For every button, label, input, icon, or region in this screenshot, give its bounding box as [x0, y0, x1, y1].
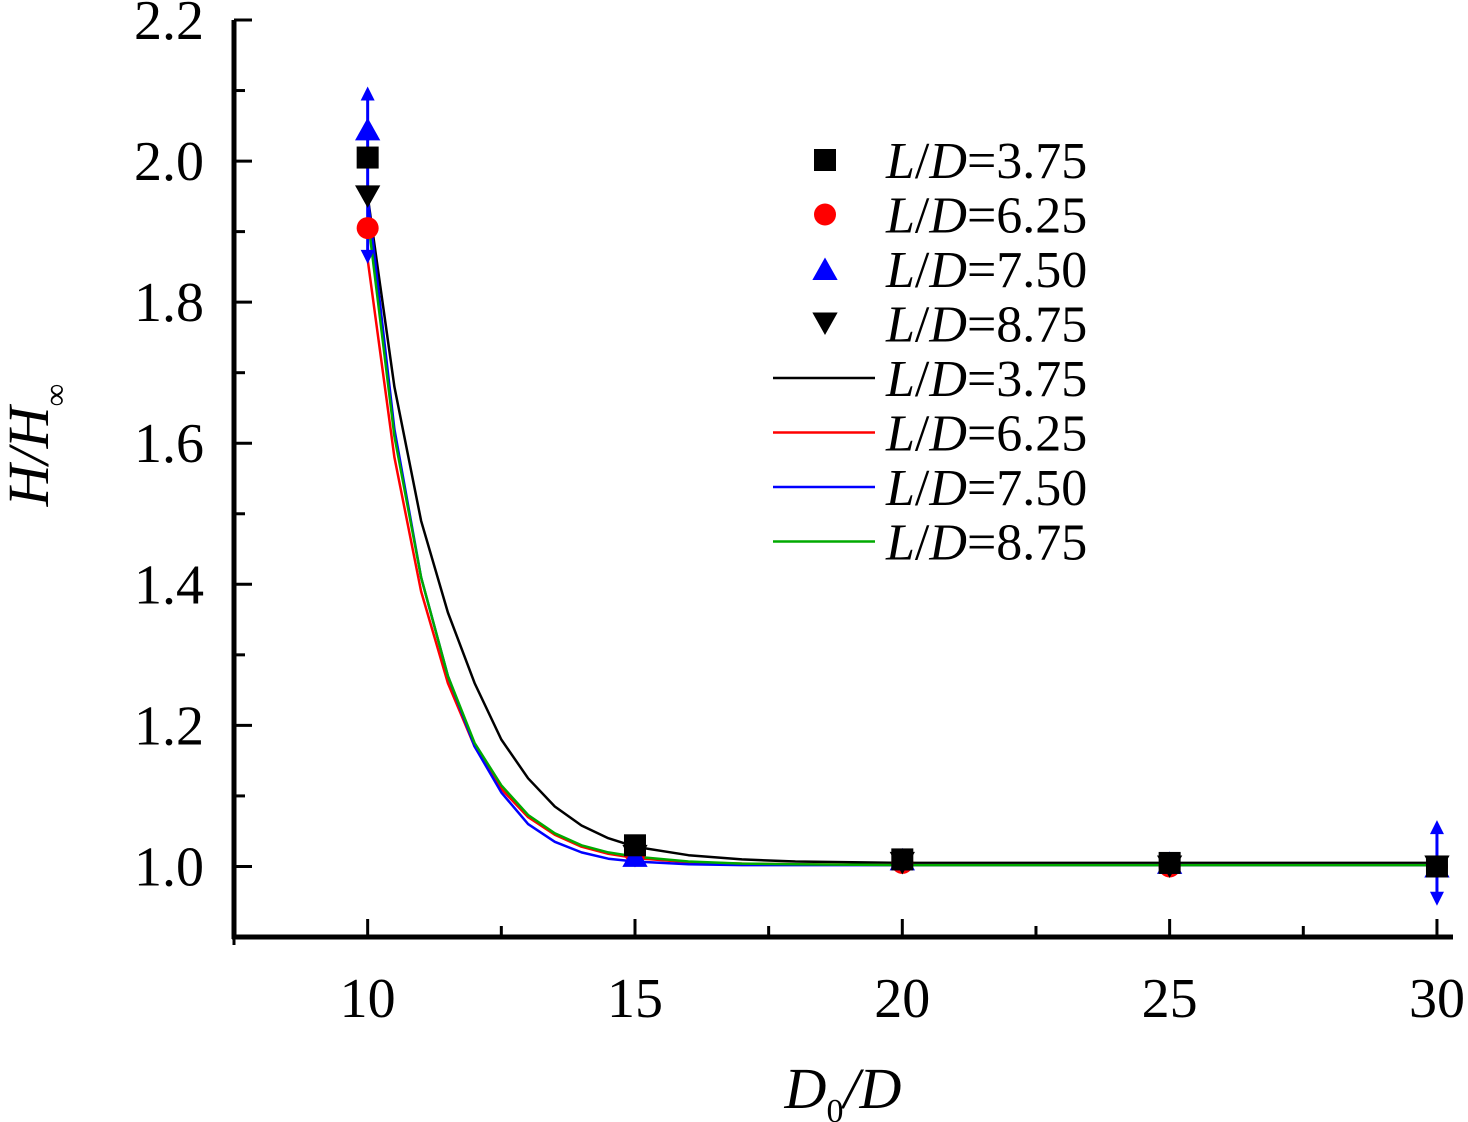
- point-square: [623, 834, 646, 857]
- point-circle: [356, 217, 379, 240]
- legend-item: L/D=7.50: [773, 460, 1087, 517]
- legend-label: L/D=7.50: [885, 460, 1087, 517]
- x-axis-title: D0/D: [784, 1056, 902, 1122]
- y-tick-label: 2.0: [134, 131, 204, 193]
- axes: 10 15 20 25 30 1.0 1.2 1.4 1.6 1.8 2.0 2.2: [134, 0, 1465, 1030]
- y-tick-label: 1.4: [134, 554, 204, 616]
- legend-marker-triangle-down: [812, 312, 838, 336]
- y-tick-label: 1.8: [134, 272, 204, 334]
- x-tick-label: 25: [1142, 968, 1198, 1030]
- legend-item: L/D=8.75: [773, 515, 1087, 572]
- legend-label: L/D=8.75: [885, 515, 1087, 572]
- y-tick-label: 1.0: [134, 836, 204, 898]
- legend-item: L/D=6.25: [773, 406, 1087, 463]
- error-bar-cap-bottom: [1429, 891, 1444, 906]
- y-tick-label: 2.2: [134, 0, 204, 52]
- x-tick-label: 20: [874, 968, 930, 1030]
- legend-label: L/D=8.75: [885, 297, 1087, 354]
- point-square: [1425, 855, 1448, 878]
- fit-line-875: [366, 217, 1437, 867]
- point-triangle-up: [355, 117, 381, 141]
- data-points: [355, 117, 1450, 879]
- legend-marker-triangle-up: [812, 257, 838, 280]
- error-bar-cap-top: [1429, 820, 1444, 835]
- y-tick-label: 1.6: [134, 413, 204, 475]
- legend-item: L/D=7.50: [812, 242, 1087, 299]
- axis-titles: D0/D H/H∞: [0, 384, 902, 1122]
- legend: L/D=3.75L/D=6.25L/D=7.50L/D=8.75L/D=3.75…: [773, 133, 1087, 572]
- legend-label: L/D=6.25: [885, 406, 1087, 463]
- point-square: [356, 146, 379, 169]
- y-tick-label: 1.2: [134, 695, 204, 757]
- point-square: [1158, 851, 1181, 874]
- legend-item: L/D=8.75: [812, 297, 1087, 354]
- x-tick-label: 10: [340, 968, 396, 1030]
- point-triangle-down: [355, 185, 381, 208]
- legend-marker-square: [814, 149, 836, 171]
- legend-item: L/D=6.25: [814, 188, 1087, 245]
- legend-item: L/D=3.75: [814, 133, 1087, 190]
- x-tick-label: 30: [1409, 968, 1465, 1030]
- error-bar-cap-bottom: [360, 249, 375, 264]
- legend-label: L/D=6.25: [885, 188, 1087, 245]
- point-square: [891, 848, 914, 871]
- legend-label: L/D=7.50: [885, 242, 1087, 299]
- legend-item: L/D=3.75: [773, 351, 1087, 408]
- legend-label: L/D=3.75: [885, 351, 1087, 408]
- fit-curves: [366, 196, 1437, 867]
- y-axis-title: H/H∞: [0, 384, 73, 508]
- x-tick-label: 15: [607, 968, 663, 1030]
- legend-marker-circle: [814, 203, 836, 226]
- fit-line-375: [366, 196, 1437, 865]
- error-bar-cap-top: [360, 86, 375, 101]
- legend-label: L/D=3.75: [885, 133, 1087, 190]
